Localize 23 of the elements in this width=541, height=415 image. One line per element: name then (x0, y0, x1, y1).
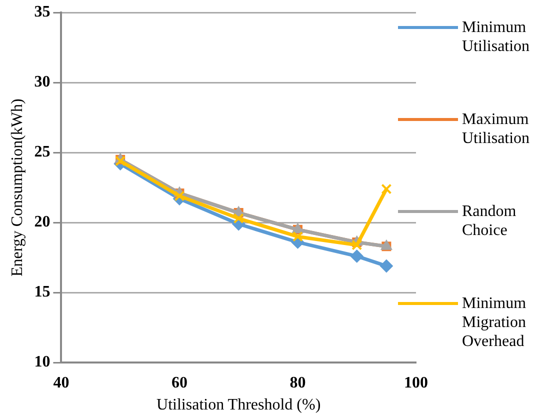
x-tick-label: 80 (290, 374, 306, 392)
point (350, 250, 364, 263)
y-tick-label: 15 (34, 284, 50, 301)
point (381, 184, 392, 194)
point (174, 190, 185, 202)
point (233, 213, 244, 224)
legend-label: Random Choice (462, 202, 518, 240)
point (292, 231, 303, 242)
point (352, 240, 362, 250)
legend-label: Minimum Migration Overhead (462, 294, 528, 351)
y-tick-label: 20 (34, 214, 50, 231)
x-tick-label: 60 (171, 374, 188, 392)
y-axis-title: Energy Consumption(kWh) (8, 98, 26, 277)
y-tick-label: 25 (34, 144, 50, 161)
point (380, 260, 393, 272)
legend-label: Maximum Utilisation (462, 110, 531, 148)
y-tick-label: 10 (34, 354, 50, 371)
x-tick-label: 100 (404, 374, 428, 392)
y-tick-label: 30 (34, 74, 50, 91)
legend-label: Minimum Utilisation (462, 18, 531, 56)
x-tick-label: 40 (53, 374, 70, 392)
x-axis-title: Utilisation Threshold (%) (156, 396, 321, 414)
y-tick-label: 35 (34, 4, 50, 21)
